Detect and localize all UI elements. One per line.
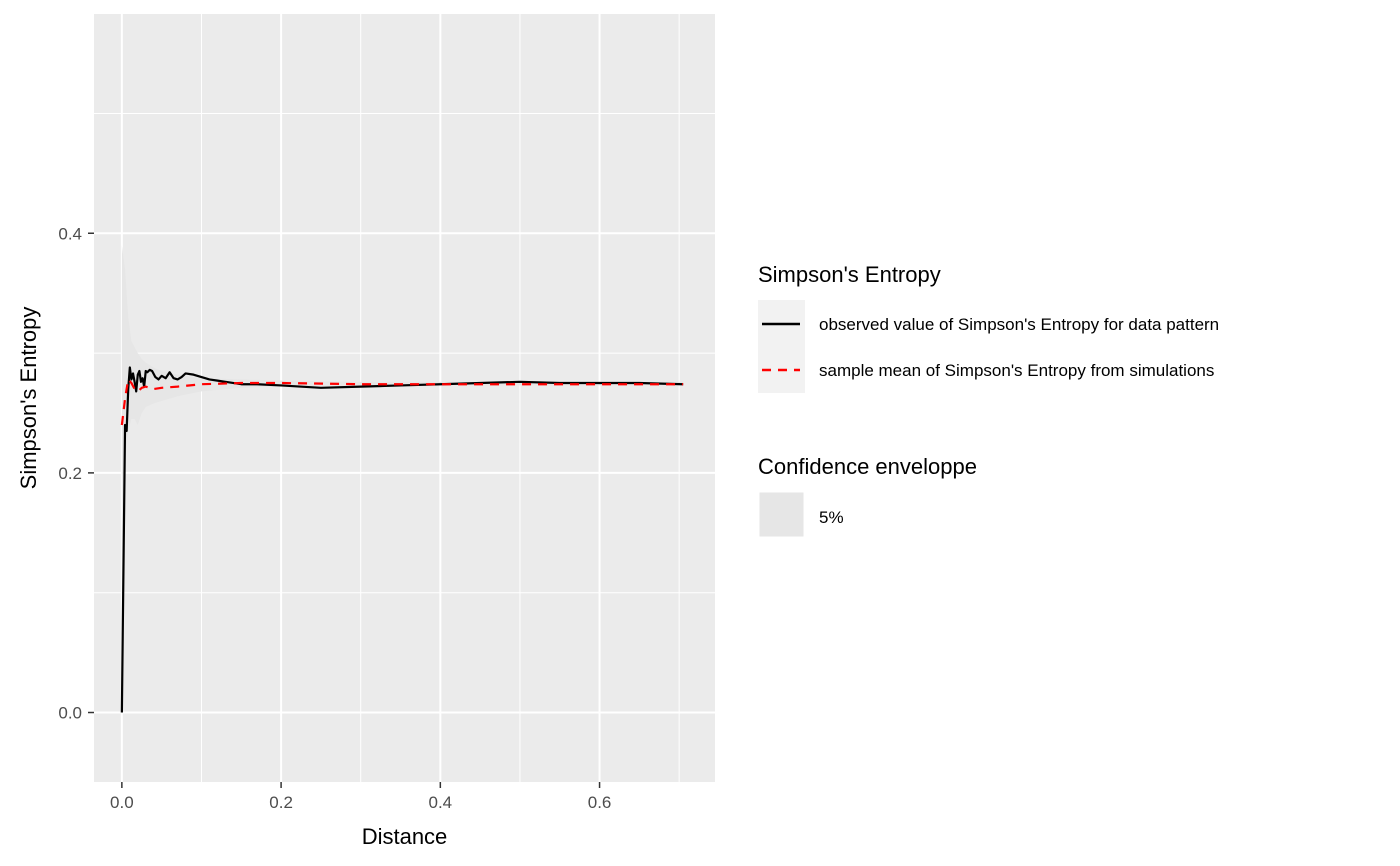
series-lines bbox=[120, 366, 684, 713]
x-tick-label: 0.6 bbox=[588, 793, 612, 812]
legend-simpson: Simpson's Entropy observed value of Simp… bbox=[758, 262, 1219, 393]
panel-background bbox=[94, 14, 715, 782]
legend-label-observed: observed value of Simpson's Entropy for … bbox=[819, 315, 1219, 334]
legend-key-envelope bbox=[758, 491, 805, 538]
y-tick-label: 0.0 bbox=[58, 704, 82, 723]
legend-label-mean: sample mean of Simpson's Entropy from si… bbox=[819, 361, 1214, 380]
legend-title-simpson: Simpson's Entropy bbox=[758, 262, 941, 287]
legend-envelope: Confidence enveloppe 5% bbox=[758, 454, 977, 538]
y-axis-title: Simpson's Entropy bbox=[16, 307, 41, 490]
legend-label-envelope: 5% bbox=[819, 508, 844, 527]
legend-key-background bbox=[758, 300, 805, 393]
x-tick-label: 0.4 bbox=[429, 793, 453, 812]
series-observed-line bbox=[120, 366, 684, 713]
x-tick-label: 0.2 bbox=[269, 793, 293, 812]
grid-lines bbox=[94, 14, 715, 782]
axes: 0.0 0.2 0.4 0.6 0.0 0.2 0.4 bbox=[58, 224, 611, 812]
x-tick-label: 0.0 bbox=[110, 793, 134, 812]
y-tick-label: 0.4 bbox=[58, 224, 82, 243]
x-axis-title: Distance bbox=[362, 824, 448, 849]
series-mean-line bbox=[120, 378, 684, 426]
y-tick-label: 0.2 bbox=[58, 464, 82, 483]
legend-title-envelope: Confidence enveloppe bbox=[758, 454, 977, 479]
